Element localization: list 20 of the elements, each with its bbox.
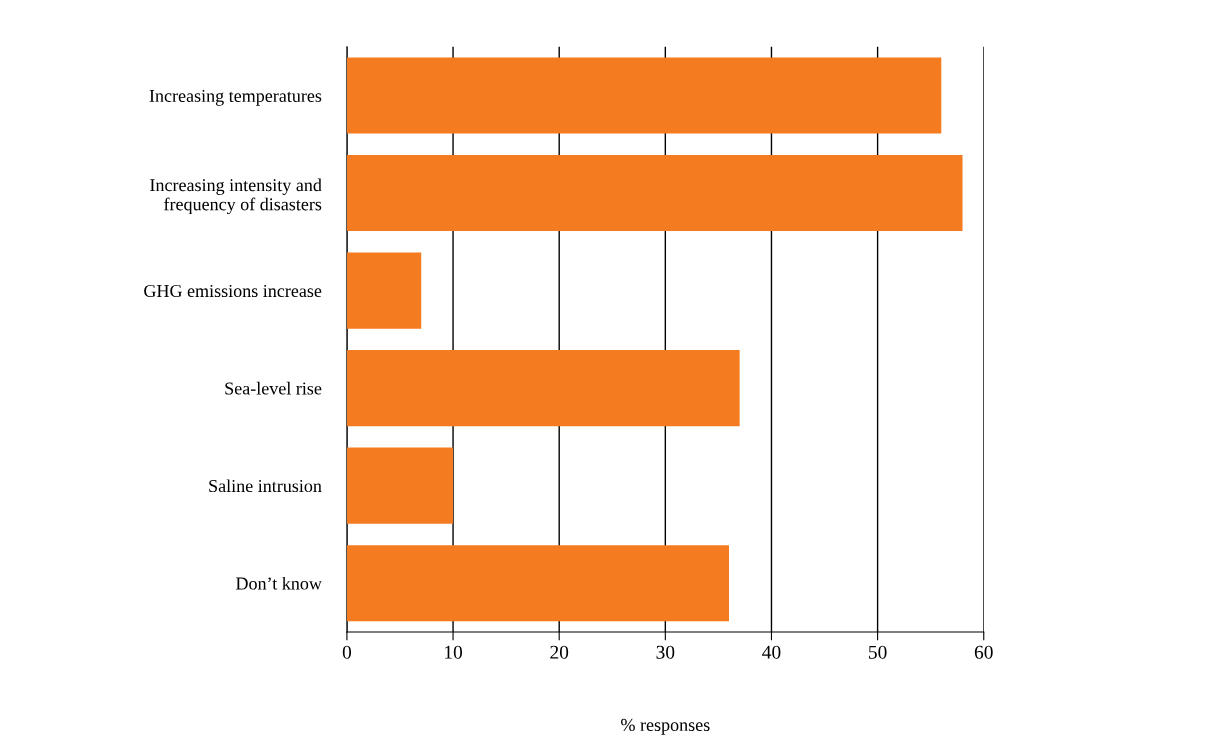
x-axis-title: % responses [621, 718, 710, 735]
x-tick-label: 30 [656, 645, 675, 659]
x-tick-label: 10 [445, 645, 463, 659]
y-tick-label: GHG emissions increase [144, 284, 322, 298]
bar [346, 545, 730, 622]
x-tick-label: 0 [342, 645, 352, 659]
y-tick-label: Don’t know [235, 576, 322, 590]
x-tick-label: 50 [869, 645, 887, 659]
x-tick-label: 60 [974, 645, 993, 659]
y-tick-label: Saline intrusion [209, 479, 322, 493]
y-tick-label: Increasing intensity and frequency of disasters [150, 178, 322, 215]
x-tick-label: 40 [762, 645, 781, 659]
x-tick-label: 20 [550, 645, 569, 659]
bar [346, 447, 454, 524]
y-tick-label: Increasing temperatures [149, 89, 322, 106]
y-tick-label: Sea-level rise [225, 381, 322, 395]
bar [346, 57, 942, 134]
bar [346, 252, 422, 329]
bar [346, 155, 963, 232]
bar [346, 350, 740, 427]
